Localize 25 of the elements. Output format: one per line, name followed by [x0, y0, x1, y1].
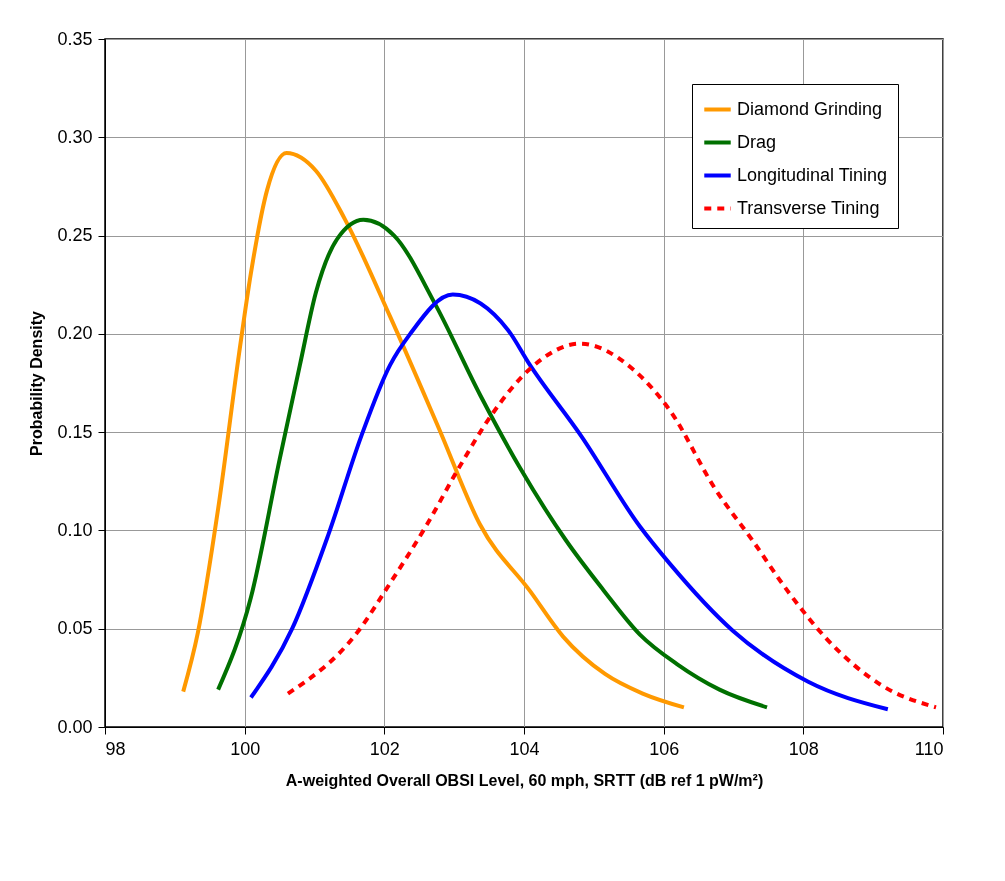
x-tick-label: 108	[788, 738, 819, 759]
x-axis-title: A-weighted Overall OBSI Level, 60 mph, SRTT (dB ref 1 pW/m²)	[285, 771, 764, 789]
x-tick-label: 110	[914, 738, 944, 759]
x-tick-label: 102	[369, 738, 400, 759]
y-axis-title: Probability Density	[28, 310, 46, 456]
y-tick-label: 0.05	[57, 618, 93, 639]
y-tick-label: 0.10	[57, 519, 93, 540]
legend-label: Diamond Grinding	[737, 98, 883, 119]
legend-label: Drag	[737, 131, 777, 152]
line-series	[285, 341, 939, 710]
line-series	[248, 292, 890, 712]
y-tick-label: 0.00	[57, 716, 93, 737]
y-tick-label: 0.15	[57, 421, 93, 442]
x-tick-label: 98	[105, 738, 126, 759]
x-tick-label: 100	[230, 738, 261, 759]
y-tick-label: 0.35	[57, 28, 93, 49]
x-tick-label: 104	[509, 738, 540, 759]
line-series	[216, 217, 770, 710]
y-tick-label: 0.20	[57, 323, 93, 344]
legend-label: Transverse Tining	[737, 197, 880, 218]
x-tick-label: 106	[649, 738, 680, 759]
y-tick-label: 0.25	[57, 225, 93, 246]
y-tick-label: 0.30	[57, 126, 93, 147]
line-series	[181, 151, 686, 710]
legend-label: Longitudinal Tining	[737, 164, 888, 185]
